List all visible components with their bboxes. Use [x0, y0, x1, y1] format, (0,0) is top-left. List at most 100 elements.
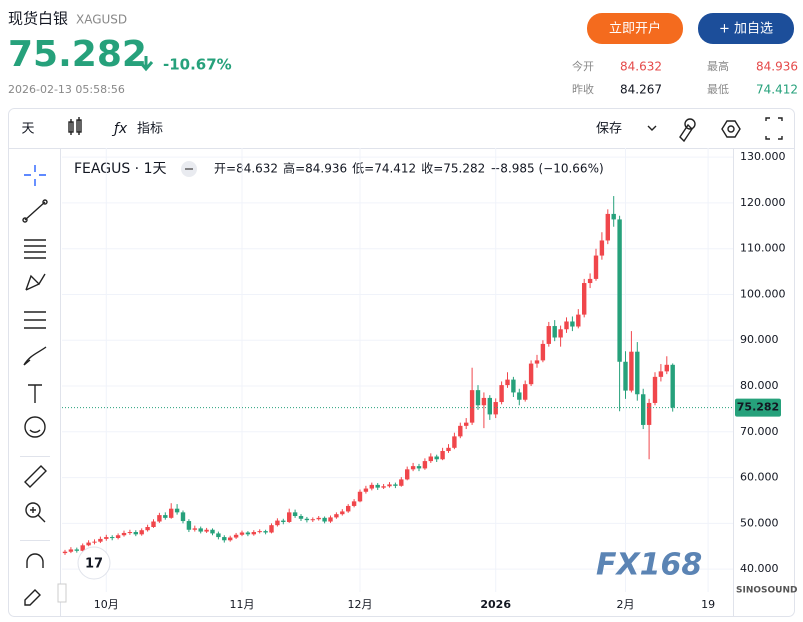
period-button[interactable]: 天	[21, 122, 34, 137]
stat-value: 84.267	[620, 83, 662, 97]
candle-body	[410, 466, 416, 470]
candle-body	[617, 219, 622, 362]
candle-body	[440, 451, 445, 460]
candle-body	[469, 390, 475, 423]
candle-body	[198, 528, 203, 532]
candle-body	[127, 532, 133, 534]
candle-body	[593, 255, 599, 279]
y-tick-label: 50.000	[740, 516, 779, 529]
candle-body	[322, 517, 327, 522]
candle-body	[499, 385, 504, 403]
candle-body	[233, 534, 239, 538]
candle-body	[381, 486, 386, 488]
candle-body	[481, 397, 487, 406]
open-account-label: 立即开户	[609, 21, 661, 37]
x-tick-label: 11月	[230, 598, 255, 611]
candle-body	[635, 351, 640, 395]
candle-body	[263, 531, 268, 533]
candle-body	[570, 321, 575, 327]
candle-body	[110, 537, 115, 539]
candle-body	[357, 491, 363, 502]
candle-body	[68, 549, 74, 552]
candle-body	[487, 397, 492, 415]
candle-body	[540, 343, 546, 361]
candle-body	[145, 527, 150, 531]
x-tick-label: 2月	[617, 598, 635, 611]
legend-value: 75.282	[443, 162, 485, 176]
candle-body	[393, 484, 398, 486]
datetime: 2026-02-13 05:58:56	[8, 83, 125, 96]
x-tick-label: 2026	[480, 598, 511, 611]
watermark-logo: FX168	[596, 548, 702, 583]
open-account-button[interactable]	[587, 13, 683, 44]
candle-body	[151, 521, 156, 528]
price: 75.282	[8, 34, 147, 75]
candle-body	[169, 508, 174, 518]
candle-body	[658, 371, 664, 377]
candle-body	[104, 537, 109, 539]
candle-body	[605, 213, 610, 241]
candle-body	[222, 537, 227, 541]
candle-body	[599, 240, 605, 256]
y-tick-label: 90.000	[740, 333, 779, 346]
candle-body	[351, 501, 357, 506]
candle-body	[298, 516, 304, 519]
scroll-handle	[57, 583, 67, 603]
candle-body	[310, 519, 315, 521]
y-tick-label: 60.000	[740, 471, 779, 484]
candle-body	[464, 422, 469, 426]
tv-logo[interactable]	[77, 546, 111, 580]
legend-value: 74.412	[374, 162, 416, 176]
candle-body	[328, 517, 333, 522]
symbol: XAGUSD	[76, 13, 127, 27]
candle-body	[174, 508, 180, 513]
candle-body	[387, 484, 392, 487]
chart-panel	[8, 108, 795, 617]
stat-label: 最低	[707, 83, 729, 96]
candle-body	[292, 512, 298, 517]
y-tick-label: 80.000	[740, 379, 779, 392]
candle-body	[517, 392, 522, 400]
candle-body	[523, 384, 528, 400]
candle-body	[369, 484, 374, 489]
candle-body	[86, 542, 91, 546]
save-dropdown[interactable]	[647, 125, 657, 131]
down-arrow	[138, 56, 154, 72]
candle-body	[204, 529, 209, 532]
candle-body	[121, 532, 127, 536]
candle-body	[98, 538, 103, 542]
x-tick-label: 12月	[348, 598, 373, 611]
candle-body	[405, 469, 410, 480]
candle-body	[505, 379, 510, 386]
add-watch-label: + 加自选	[719, 22, 773, 37]
y-tick-label: 70.000	[740, 425, 779, 438]
stat-label: 今开	[572, 59, 594, 73]
candle-body	[239, 532, 245, 535]
candle-body	[564, 321, 569, 330]
candle-body	[216, 533, 221, 538]
legend-value: 84.632	[236, 162, 278, 176]
candle-body	[180, 512, 186, 522]
candle-body	[192, 528, 197, 530]
sidebar-icons[interactable]	[22, 117, 783, 606]
add-watch-button[interactable]	[698, 13, 794, 44]
ohlc-legend: 开= 84.632 高= 84.936 低= 74.412 收= 75.282 −8.985 (…	[214, 161, 604, 176]
candle-body	[652, 376, 658, 403]
save-button[interactable]: 保存	[596, 122, 622, 137]
stat-label: 昨收	[572, 82, 594, 96]
y-tick-label: 120.000	[740, 196, 786, 209]
candle-type-icon[interactable]	[68, 117, 82, 135]
legend-label: 低=	[352, 162, 374, 176]
stat-label: 最高	[707, 59, 729, 73]
candle-body	[287, 512, 292, 522]
candle-body	[552, 326, 557, 338]
indicators-button[interactable]: 指标	[137, 122, 163, 137]
fx-icon[interactable]: ƒx	[111, 121, 128, 137]
candle-body	[245, 532, 251, 535]
candle-body	[80, 545, 85, 551]
candle-body	[416, 466, 422, 469]
stat-value: 74.412	[756, 83, 798, 97]
legend-label: 收=	[421, 162, 443, 176]
candle-body	[74, 549, 79, 551]
